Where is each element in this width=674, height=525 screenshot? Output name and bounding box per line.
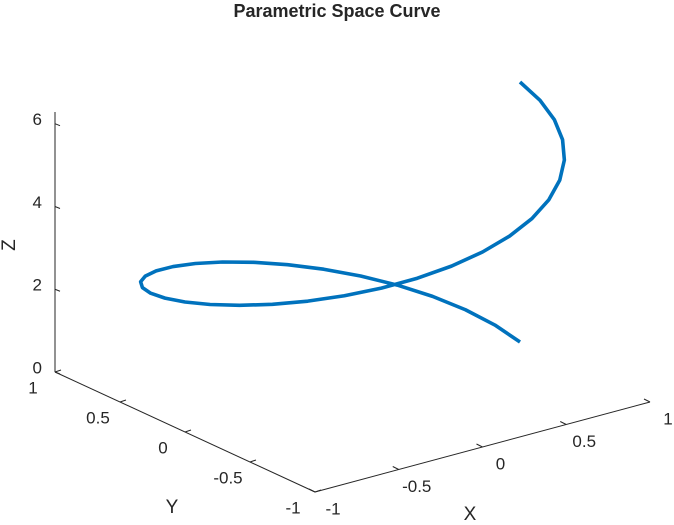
- x-tick-label: 0.5: [572, 432, 596, 451]
- x-tick-label: 0: [496, 454, 505, 473]
- x-tick-label: -0.5: [402, 477, 431, 496]
- z-axis-label: Z: [0, 239, 20, 251]
- x-tick-label: 1: [663, 409, 672, 428]
- y-tick-label: 0.5: [86, 408, 110, 427]
- x-tick: [643, 398, 651, 403]
- y-axis-label: Y: [166, 497, 179, 518]
- x-tick: [392, 466, 399, 470]
- y-tick-label: 0: [158, 438, 167, 457]
- x-tick: [308, 488, 316, 493]
- z-tick: [54, 371, 61, 375]
- x-tick-label: -1: [325, 499, 340, 518]
- chart-title: Parametric Space Curve: [233, 1, 440, 21]
- x-tick: [476, 443, 483, 448]
- y-tick: [119, 399, 127, 403]
- x-axis-label: X: [464, 504, 477, 525]
- y-tick: [54, 369, 62, 373]
- y-tick-label: 1: [28, 378, 37, 397]
- z-tick: [54, 206, 61, 209]
- x-tick: [560, 421, 567, 425]
- z-tick: [54, 288, 61, 292]
- y-tick-label: -1: [285, 498, 300, 517]
- y-tick-label: -0.5: [213, 468, 242, 487]
- z-tick-label: 6: [33, 110, 42, 129]
- z-tick-label: 4: [33, 193, 42, 212]
- z-tick: [54, 123, 61, 127]
- y-tick: [249, 459, 257, 463]
- z-tick-label: 0: [33, 358, 42, 377]
- z-tick-label: 2: [33, 276, 42, 295]
- y-tick: [184, 429, 192, 433]
- curve: [138, 80, 567, 344]
- y-tick: [314, 489, 322, 493]
